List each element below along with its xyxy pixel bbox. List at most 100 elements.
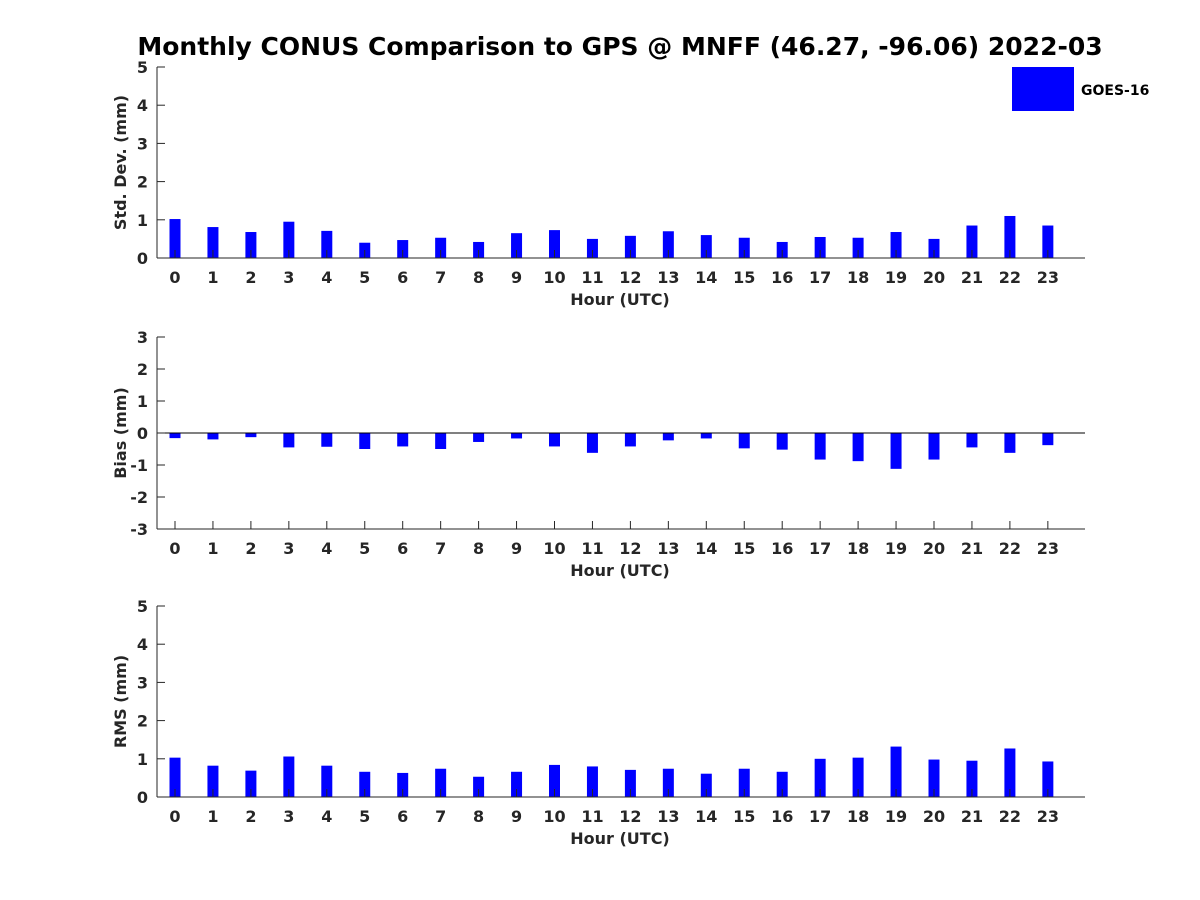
- stddev-bar-12: [624, 235, 636, 258]
- bias-bar-7: [435, 433, 447, 449]
- stddev-xtick-label: 23: [1037, 268, 1059, 287]
- rms-ytick-label: 1: [137, 750, 148, 769]
- rms-bar-11: [586, 766, 598, 797]
- stddev-x-axis-label: Hour (UTC): [570, 290, 670, 309]
- rms-x-axis-label: Hour (UTC): [570, 829, 670, 848]
- stddev-xtick-label: 2: [245, 268, 256, 287]
- bias-xtick-label: 12: [619, 539, 641, 558]
- stddev-xtick-label: 14: [695, 268, 717, 287]
- rms-xtick-label: 17: [809, 807, 831, 826]
- bias-y-axis-label: Bias (mm): [111, 387, 130, 479]
- rms-bar-17: [814, 758, 826, 797]
- rms-bar-8: [473, 776, 485, 797]
- bias-bar-3: [283, 433, 295, 448]
- bias-xtick-label: 9: [511, 539, 522, 558]
- stddev-bar-2: [245, 232, 257, 258]
- rms-bar-14: [700, 773, 712, 797]
- stddev-xtick-label: 15: [733, 268, 755, 287]
- rms-bar-16: [776, 771, 788, 797]
- rms-xtick-label: 23: [1037, 807, 1059, 826]
- rms-xtick-label: 21: [961, 807, 983, 826]
- stddev-bar-6: [397, 240, 409, 258]
- bias-xtick-label: 16: [771, 539, 793, 558]
- stddev-bar-4: [321, 230, 333, 258]
- stddev-xtick-label: 8: [473, 268, 484, 287]
- rms-xtick-label: 13: [657, 807, 679, 826]
- bias-ytick-label: -1: [130, 456, 148, 475]
- stddev-xtick-label: 20: [923, 268, 945, 287]
- stddev-ytick-label: 0: [137, 249, 148, 268]
- stddev-ytick-label: 2: [137, 173, 148, 192]
- rms-xtick-label: 11: [581, 807, 603, 826]
- bias-bar-4: [321, 433, 333, 447]
- rms-bar-20: [928, 759, 940, 797]
- stddev-xtick-label: 17: [809, 268, 831, 287]
- stddev-xtick-label: 18: [847, 268, 869, 287]
- stddev-xtick-label: 11: [581, 268, 603, 287]
- bias-xtick-label: 13: [657, 539, 679, 558]
- bias-xtick-label: 2: [245, 539, 256, 558]
- stddev-xtick-label: 22: [999, 268, 1021, 287]
- bias-xtick-label: 7: [435, 539, 446, 558]
- stddev-bar-18: [852, 237, 864, 258]
- bias-bar-2: [245, 433, 257, 438]
- bias-xtick-label: 1: [207, 539, 218, 558]
- rms-xtick-label: 12: [619, 807, 641, 826]
- rms-bar-4: [321, 765, 333, 797]
- rms-bar-22: [1004, 748, 1016, 797]
- rms-ytick-label: 4: [137, 635, 148, 654]
- bias-xtick-label: 10: [543, 539, 565, 558]
- stddev-bar-13: [662, 231, 674, 258]
- rms-ytick-label: 5: [137, 597, 148, 616]
- stddev-xtick-label: 4: [321, 268, 332, 287]
- bias-ytick-label: 3: [137, 328, 148, 347]
- stddev-xtick-label: 7: [435, 268, 446, 287]
- stddev-xtick-label: 9: [511, 268, 522, 287]
- stddev-bar-19: [890, 232, 902, 258]
- bias-bar-9: [511, 433, 523, 439]
- bias-bar-18: [852, 433, 864, 462]
- stddev-bar-21: [966, 225, 978, 258]
- bias-bar-23: [1042, 433, 1054, 446]
- bias-bar-10: [549, 433, 560, 447]
- stddev-y-axis-label: Std. Dev. (mm): [111, 95, 130, 230]
- rms-xtick-label: 6: [397, 807, 408, 826]
- bias-bar-11: [586, 433, 598, 453]
- stddev-xtick-label: 0: [169, 268, 180, 287]
- bias-bar-1: [207, 433, 219, 440]
- bias-xtick-label: 6: [397, 539, 408, 558]
- rms-bar-3: [283, 756, 295, 797]
- rms-xtick-label: 18: [847, 807, 869, 826]
- rms-y-axis-label: RMS (mm): [111, 655, 130, 748]
- stddev-xtick-label: 12: [619, 268, 641, 287]
- stddev-bar-10: [549, 230, 560, 258]
- stddev-bar-14: [700, 235, 712, 258]
- rms-ytick-label: 3: [137, 673, 148, 692]
- bias-ytick-label: 1: [137, 392, 148, 411]
- rms-bar-23: [1042, 761, 1054, 797]
- stddev-xtick-label: 3: [283, 268, 294, 287]
- rms-bar-10: [549, 764, 560, 797]
- stddev-bar-3: [283, 221, 295, 258]
- rms-bar-2: [245, 770, 257, 797]
- stddev-bar-22: [1004, 215, 1016, 258]
- rms-bar-19: [890, 746, 902, 797]
- legend-label-goes16: GOES-16: [1081, 83, 1149, 99]
- legend: GOES-16: [1012, 67, 1149, 111]
- rms-xtick-label: 10: [543, 807, 565, 826]
- rms-xtick-label: 14: [695, 807, 717, 826]
- rms-bar-15: [738, 768, 750, 797]
- stddev-bar-11: [586, 238, 598, 258]
- chart-title: Monthly CONUS Comparison to GPS @ MNFF (…: [137, 32, 1102, 61]
- stddev-bar-0: [169, 219, 181, 258]
- stddev-bar-17: [814, 236, 826, 258]
- bias-bar-15: [738, 433, 750, 449]
- stddev-xtick-label: 13: [657, 268, 679, 287]
- rms-bar-0: [169, 757, 181, 797]
- stddev-bar-1: [207, 227, 219, 258]
- stddev-bar-23: [1042, 225, 1054, 258]
- bias-xtick-label: 19: [885, 539, 907, 558]
- rms-xtick-label: 3: [283, 807, 294, 826]
